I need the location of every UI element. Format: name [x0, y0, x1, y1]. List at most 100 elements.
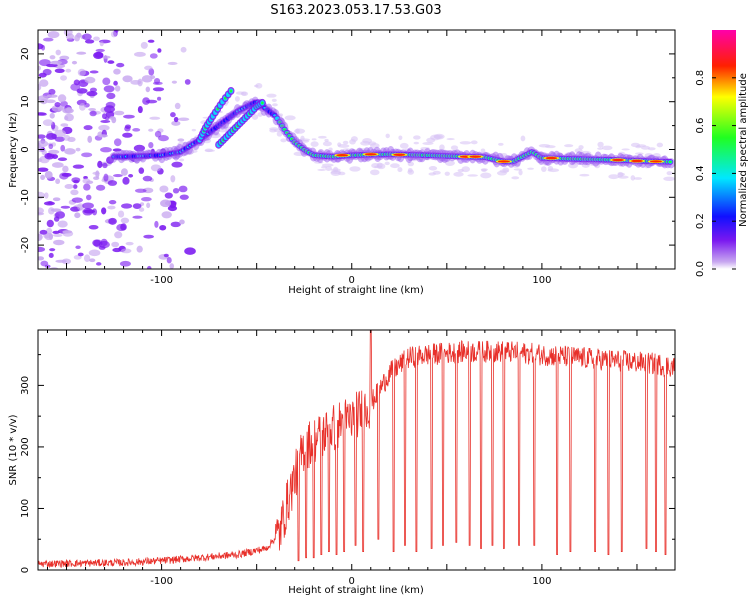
- spectrogram-cell: [266, 93, 277, 98]
- spectrogram-cell: [324, 138, 329, 143]
- spectrogram-cell: [82, 33, 92, 41]
- spectrogram-cell: [38, 145, 43, 153]
- spectrogram-cell: [82, 202, 94, 209]
- spectrogram-cell: [54, 101, 61, 108]
- spectrogram-cell: [104, 116, 110, 121]
- colorbar-tick-label: 0.4: [695, 165, 706, 181]
- spectrogram-cell: [84, 39, 95, 44]
- spectrogram-cell: [138, 167, 145, 174]
- spectrogram-cell: [75, 147, 81, 152]
- spectrogram-cell: [153, 78, 161, 85]
- spectrogram-cell: [160, 199, 172, 208]
- colorbar-tick-label: 0.2: [695, 213, 706, 229]
- spectrogram-cell: [38, 65, 41, 71]
- spectrogram-cell: [119, 260, 131, 267]
- spectrogram-cell: [83, 254, 91, 262]
- spectrogram-cell: [86, 91, 98, 97]
- spectrogram-cell: [276, 131, 283, 137]
- spectrogram-cell: [350, 136, 358, 142]
- spectrogram-cell: [310, 141, 319, 147]
- spectrogram-cell: [469, 155, 482, 158]
- spectrogram-cell: [649, 160, 662, 163]
- spectrogram-cell: [38, 72, 47, 78]
- spectrogram-cell: [38, 95, 49, 102]
- spectrogram-cell: [50, 60, 63, 65]
- spectrogram-cell: [88, 249, 101, 257]
- snr-series-line: [38, 330, 675, 569]
- spectrogram-cell: [71, 197, 83, 203]
- spectrogram-cell: [60, 123, 69, 127]
- spectrogram-cell: [107, 180, 118, 186]
- spectrogram-cell: [62, 230, 73, 234]
- spectrogram-cell: [157, 96, 162, 101]
- spectrogram-cell: [545, 156, 558, 160]
- spectrogram-cell: [450, 145, 459, 151]
- spectrogram-cell: [621, 148, 630, 151]
- spectrogram-cell: [393, 153, 406, 156]
- spectrogram-cell: [96, 262, 102, 266]
- spectrogram-cell: [145, 86, 151, 93]
- spectrogram-cell: [102, 77, 111, 86]
- spectrogram-cell: [459, 141, 472, 145]
- spectrogram-cell: [261, 101, 264, 105]
- spectrogram-cell: [108, 217, 117, 225]
- spectrogram-cell: [399, 142, 409, 149]
- snr-x-axis-label: Height of straight line (km): [288, 585, 424, 596]
- spectrogram-cell: [134, 188, 147, 193]
- spectrogram-cell: [70, 83, 81, 91]
- spectrogram-cell: [125, 241, 134, 246]
- spectrogram-cell: [170, 112, 176, 118]
- spectrogram-y-axis-label: Frequency (Hz): [8, 112, 19, 188]
- spectrogram-cell: [204, 148, 214, 153]
- spectrogram-cell: [60, 100, 68, 107]
- spectrogram-cell: [668, 160, 672, 163]
- spectrogram-cell: [317, 168, 327, 171]
- spectrogram-cell: [42, 37, 54, 42]
- snr-y-axis-label: SNR (10 * v/v): [8, 414, 19, 485]
- spectrogram-cell: [46, 94, 58, 98]
- spectrogram-cell: [114, 231, 123, 239]
- spectrogram-cell: [54, 211, 66, 219]
- spectrogram-cell: [108, 199, 117, 205]
- spectrogram-cell: [41, 44, 46, 51]
- spectrogram-cell: [41, 149, 47, 156]
- snr-y-tick-label: 100: [20, 499, 31, 518]
- spectrogram-cell: [470, 140, 478, 145]
- snr-y-ticks: 0 100 200 300: [20, 354, 675, 573]
- spectrogram-cell: [86, 194, 92, 201]
- spectrogram-cell: [333, 166, 339, 173]
- spectrogram-cell: [101, 55, 111, 59]
- spectrogram-cell: [100, 119, 111, 123]
- spectrogram-cell: [59, 172, 69, 180]
- spectrogram-cell: [143, 234, 155, 239]
- spectrogram-cell: [154, 220, 159, 228]
- spectrogram-cell: [89, 87, 97, 93]
- spectrogram-cell: [140, 41, 148, 49]
- spectrogram-cell: [98, 240, 110, 249]
- spectrogram-cell: [144, 65, 153, 71]
- spectrogram-cell: [87, 135, 93, 143]
- spectrogram-cell: [83, 209, 96, 214]
- spectrogram-cell: [141, 196, 152, 202]
- spectrogram-cell: [439, 144, 445, 151]
- spectrogram-cell: [95, 48, 105, 53]
- spectrogram-cell: [663, 176, 675, 181]
- snr-x-ticks: -100 0 100: [47, 330, 676, 587]
- spectrogram-cell: [608, 174, 619, 180]
- spectrogram-cell: [166, 257, 172, 264]
- spectrogram-cell: [174, 102, 181, 110]
- spectrogram-cell: [544, 145, 556, 149]
- spectrogram-cell: [114, 85, 121, 92]
- spectrogram-cell: [47, 31, 60, 39]
- spectrogram-cell: [150, 75, 156, 80]
- spectrogram-cell: [64, 148, 76, 155]
- spectrogram-cell: [49, 112, 55, 119]
- spectrogram-cell: [413, 135, 421, 140]
- spectrogram-cell: [397, 167, 403, 173]
- spectrogram-y-tick-label: 10: [20, 95, 31, 108]
- spectrogram-cell: [360, 140, 371, 146]
- spectrogram-cell: [88, 107, 96, 112]
- spectrogram-cell: [95, 184, 106, 191]
- spectrogram-cell: [74, 34, 80, 42]
- spectrogram-cell: [154, 130, 162, 138]
